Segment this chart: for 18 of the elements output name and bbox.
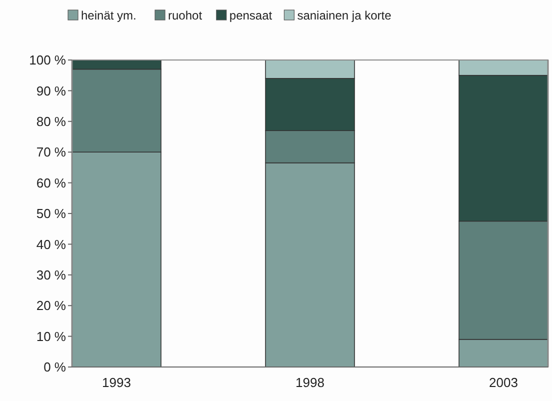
legend-label: heinät ym. [81, 8, 136, 22]
x-tick-label: 1998 [296, 375, 324, 390]
x-tick-label: 1993 [102, 375, 131, 390]
y-tick-label: 60 % [36, 175, 66, 190]
y-tick-label: 30 % [36, 267, 66, 282]
y-tick-label: 70 % [36, 144, 66, 160]
y-tick-label: 20 % [36, 298, 66, 314]
y-tick-label: 0 % [44, 360, 66, 375]
legend-label: pensaat [229, 8, 273, 22]
y-tick-label: 80 % [36, 114, 66, 129]
legend-label: ruohot [168, 8, 203, 22]
y-tick-label: 10 % [36, 328, 66, 344]
x-tick-label: 2003 [489, 375, 518, 390]
y-tick-label: 90 % [36, 83, 66, 98]
y-tick-label: 50 % [36, 206, 66, 222]
legend-label: saniainen ja korte [297, 8, 392, 22]
y-tick-label: 40 % [36, 236, 66, 252]
y-tick-label: 100 % [29, 52, 66, 68]
